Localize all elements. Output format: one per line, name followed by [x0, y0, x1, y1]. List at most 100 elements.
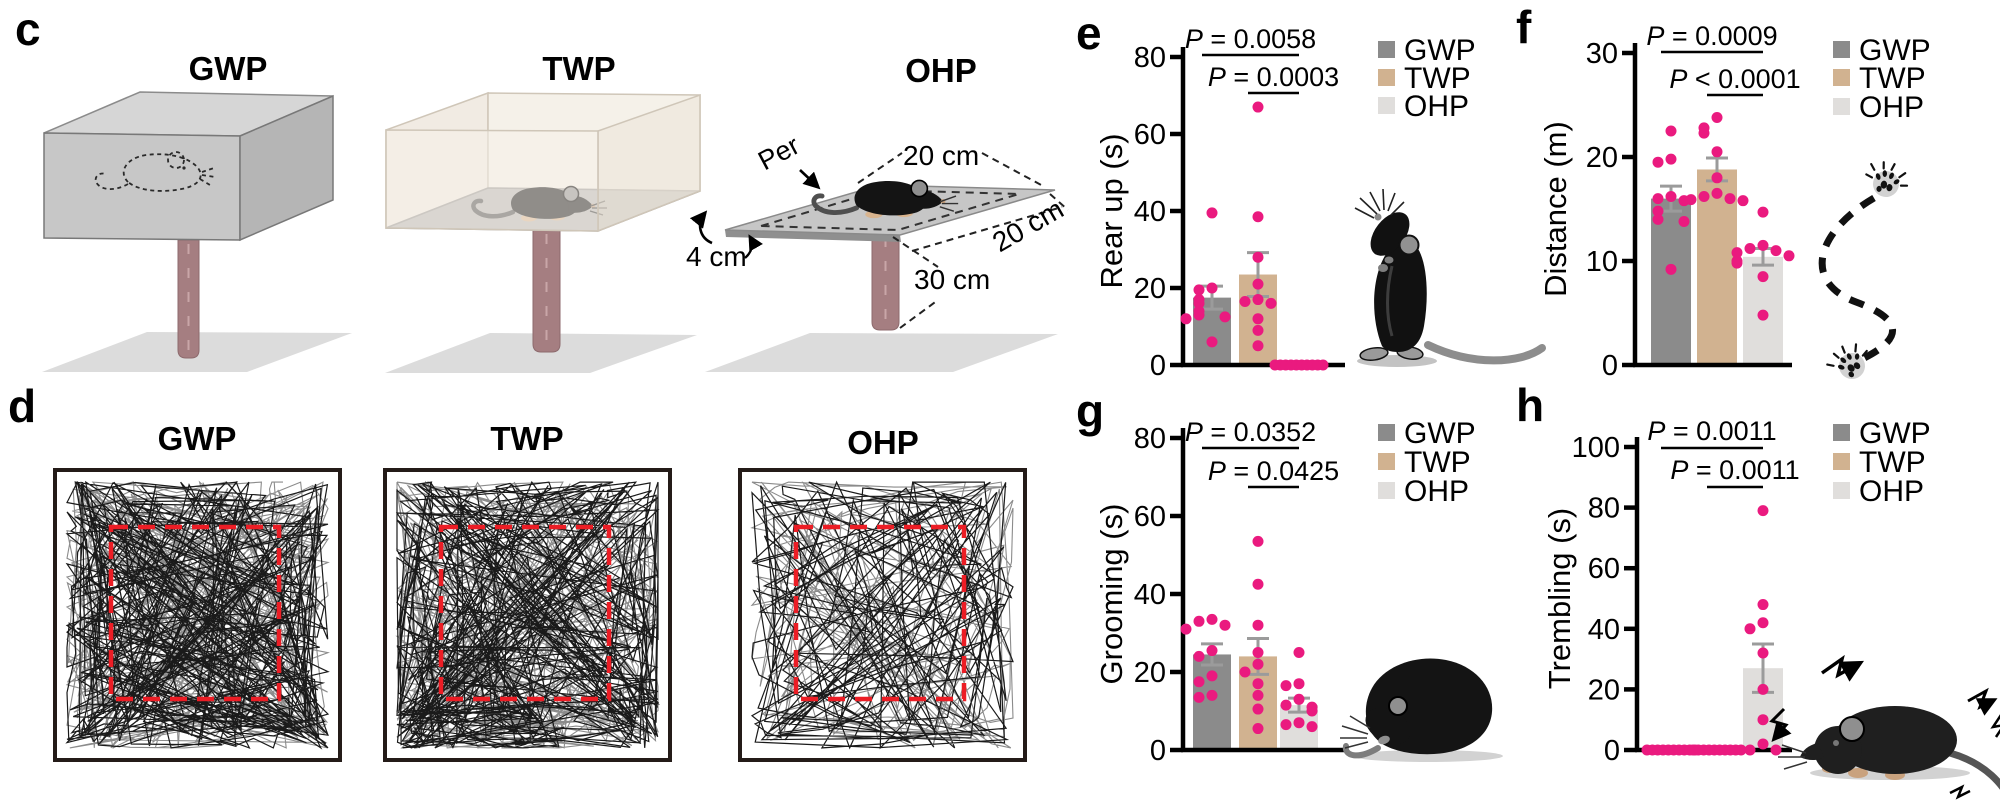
p-value-label: P = 0.0011: [1647, 416, 1776, 446]
legend-swatch-gwp: [1833, 424, 1850, 441]
ohp-pole: [871, 232, 900, 331]
y-tick-label: 0: [1604, 735, 1620, 767]
paw-print-bottom-icon: [1826, 343, 1868, 379]
legend-swatch-gwp: [1378, 41, 1395, 58]
data-point: [1724, 193, 1736, 205]
y-axis-title: Trembling (s): [1542, 508, 1577, 689]
y-tick-label: 20: [1588, 674, 1620, 706]
y-tick-label: 20: [1134, 657, 1166, 689]
trajectory-path-black: [750, 480, 1014, 750]
data-point: [1252, 278, 1264, 290]
y-tick-label: 60: [1134, 119, 1166, 151]
trajectory-plot-gwp: [53, 468, 342, 762]
data-point: [1757, 599, 1769, 611]
trajectory-title-ohp: OHP: [847, 424, 919, 461]
trajectory-path-black: [395, 480, 660, 749]
legend-swatch-twp: [1378, 69, 1395, 86]
data-point: [1252, 313, 1264, 325]
y-tick-label: 60: [1134, 501, 1166, 533]
data-point: [1757, 271, 1769, 283]
data-point: [1678, 215, 1690, 227]
legend-swatch-twp: [1833, 69, 1850, 86]
legend-label-ohp: OHP: [1404, 90, 1469, 123]
data-point: [1652, 156, 1664, 168]
data-point: [1711, 111, 1723, 123]
rearing-mouse-whiskers: [1354, 188, 1405, 219]
data-point: [1757, 505, 1769, 517]
data-point: [1685, 194, 1697, 206]
y-tick-label: 40: [1134, 579, 1166, 611]
y-tick-label: 80: [1588, 493, 1620, 525]
data-point: [1252, 211, 1264, 223]
y-tick-label: 0: [1602, 350, 1618, 382]
data-point: [1757, 239, 1769, 251]
y-axis-title: Distance (m): [1538, 121, 1573, 297]
data-point: [1652, 213, 1664, 225]
data-point: [1252, 619, 1264, 631]
data-point: [1293, 678, 1305, 690]
data-point: [1206, 645, 1218, 657]
legend-swatch-ohp: [1378, 97, 1395, 114]
twp-ground-shadow: [385, 333, 697, 373]
ohp-depth-leader-line: [911, 206, 1063, 252]
legend-label-ohp: OHP: [1859, 475, 1924, 508]
tremor-squiggle-bottom: [1949, 784, 1971, 800]
center-zone-dashed-rect: [438, 524, 612, 702]
grooming-mouse-whiskers: [1340, 715, 1371, 749]
data-point: [1252, 578, 1264, 590]
tremor-arrow-top: [1820, 654, 1864, 682]
tremor-arrow-right: [1967, 687, 1998, 716]
y-tick-label: 30: [1586, 38, 1618, 70]
legend-label-twp: TWP: [1859, 62, 1926, 95]
data-point: [1193, 615, 1205, 627]
data-point: [1193, 676, 1205, 688]
y-tick-label: 60: [1588, 553, 1620, 585]
data-point: [1206, 282, 1218, 294]
ohp-wall-height-arrow-small: [744, 234, 763, 259]
legend-label-ohp: OHP: [1859, 91, 1924, 124]
apparatus-title-ohp: OHP: [905, 52, 977, 89]
data-point: [1652, 193, 1664, 205]
data-point: [1252, 647, 1264, 658]
trajectory-box-border: [383, 468, 672, 762]
data-point: [1193, 297, 1205, 309]
tremor-arrow-left: [1769, 707, 1792, 742]
trajectory-title-gwp: GWP: [157, 420, 237, 457]
data-point: [1306, 721, 1318, 733]
data-point: [1757, 309, 1769, 321]
y-tick-label: 20: [1134, 273, 1166, 305]
legend-label-gwp: GWP: [1404, 417, 1476, 450]
data-point: [1317, 359, 1329, 371]
data-point: [1193, 691, 1205, 703]
y-axis-title: Grooming (s): [1094, 504, 1129, 685]
p-value-label: P = 0.0003: [1208, 62, 1339, 92]
chart-g: 0 20 40 60 80 Grooming (s) P = 0.0352 P = 0.042…: [1094, 417, 1476, 767]
data-point: [1252, 535, 1264, 547]
data-point: [1783, 250, 1795, 262]
trajectory-plot-twp: [383, 468, 672, 762]
ohp-ground-shadow: [705, 333, 1058, 372]
data-point: [1711, 172, 1723, 184]
apparatus-twp-schematic: [385, 91, 701, 373]
data-point: [1737, 195, 1749, 207]
twp-front-wall: [385, 129, 599, 232]
data-point: [1180, 313, 1192, 325]
y-tick-label: 40: [1134, 196, 1166, 228]
trajectory-panels-group: [53, 468, 1027, 762]
data-point: [1770, 245, 1782, 257]
data-point: [1252, 703, 1264, 715]
trajectory-box-border: [53, 468, 342, 762]
legend-label-twp: TWP: [1404, 62, 1471, 95]
ohp-width-label: 20 cm: [903, 140, 980, 171]
p-value-label: P = 0.0011: [1670, 455, 1799, 485]
data-point: [1757, 738, 1769, 750]
y-tick-label: 40: [1588, 614, 1620, 646]
data-point: [1744, 623, 1756, 635]
apparatus-ohp-schematic: [689, 152, 1069, 372]
center-zone-dashed-rect: [108, 524, 282, 702]
data-point: [1735, 744, 1747, 756]
data-point: [1252, 340, 1264, 352]
trajectory-plot-ohp: [738, 468, 1027, 762]
